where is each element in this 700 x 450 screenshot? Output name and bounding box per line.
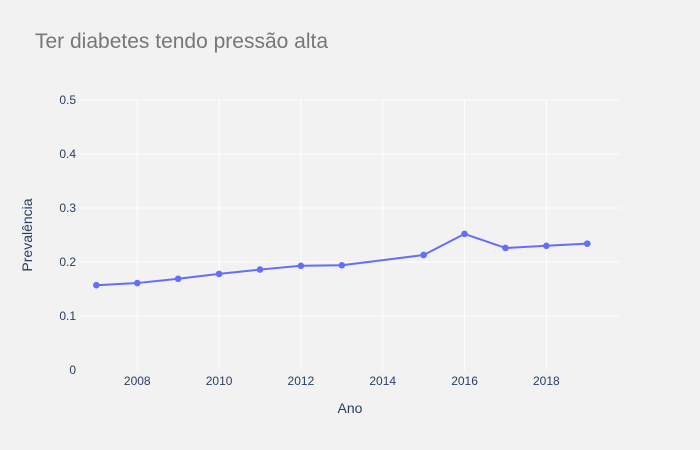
grid-lines bbox=[80, 99, 620, 370]
data-point bbox=[583, 240, 591, 247]
data-point bbox=[461, 230, 468, 238]
x-tick-label: 2016 bbox=[451, 374, 478, 388]
x-tick-label: 2014 bbox=[369, 374, 396, 388]
y-axis-title: Prevalência bbox=[19, 198, 35, 271]
data-point bbox=[338, 261, 346, 269]
data-point bbox=[297, 262, 305, 270]
data-point bbox=[174, 275, 182, 283]
y-tick-label: 0 bbox=[69, 363, 76, 377]
y-tick-label: 0.1 bbox=[59, 309, 76, 323]
y-tick-label: 0.3 bbox=[59, 201, 76, 215]
chart-title: Ter diabetes tendo pressão alta bbox=[35, 30, 329, 53]
data-point bbox=[543, 242, 550, 250]
y-tick-label: 0.5 bbox=[59, 93, 76, 107]
data-point bbox=[420, 251, 427, 259]
data-point bbox=[256, 266, 264, 273]
y-tick-label: 0.2 bbox=[59, 255, 76, 269]
x-tick-label: 2008 bbox=[124, 374, 151, 388]
x-tick-label: 2012 bbox=[288, 374, 315, 388]
series-line bbox=[96, 232, 588, 287]
data-point bbox=[215, 270, 223, 278]
x-tick-label: 2018 bbox=[533, 374, 560, 388]
x-axis-title: Ano bbox=[338, 400, 363, 416]
series-layer bbox=[93, 230, 591, 289]
y-tick-label: 0.4 bbox=[59, 147, 76, 161]
data-point bbox=[93, 281, 100, 289]
y-axis-ticks: 0 0.1 0.2 0.3 0.4 0.5 bbox=[59, 93, 76, 377]
x-axis-ticks: 2008 2010 2012 2014 2016 2018 bbox=[124, 374, 560, 388]
data-point bbox=[502, 244, 509, 252]
x-tick-label: 2010 bbox=[206, 374, 233, 388]
data-point bbox=[133, 279, 141, 287]
